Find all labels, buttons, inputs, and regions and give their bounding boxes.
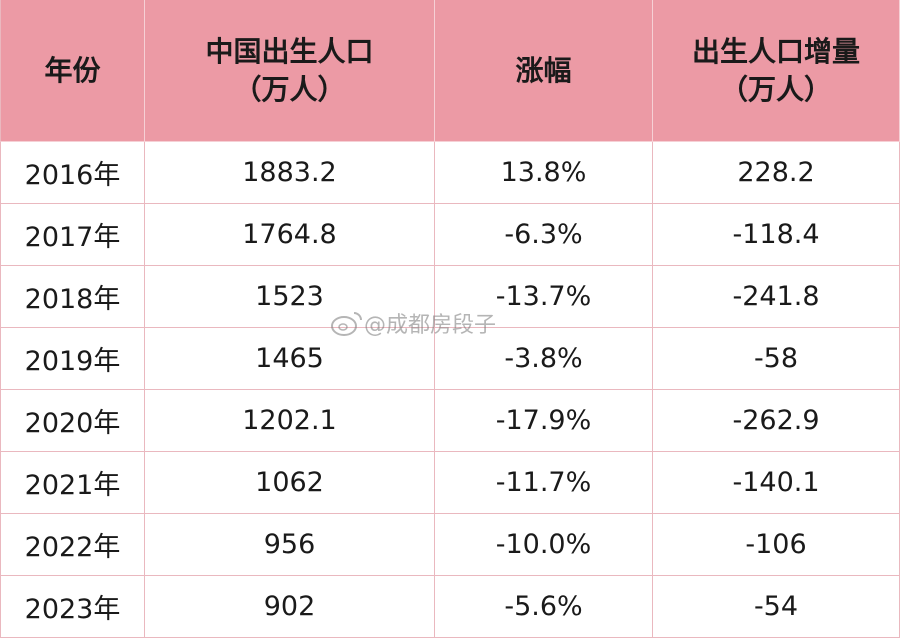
cell-text: 1764.8 [242, 219, 337, 250]
cell-text: 1523 [255, 281, 324, 312]
cell-text: -54 [753, 591, 799, 622]
cell-text: 2023年 [24, 594, 121, 625]
table-cell: 1465 [145, 328, 435, 390]
table-cell: -6.3% [435, 204, 653, 266]
header-text: 年份 [44, 53, 101, 87]
table-cell: 2022年 [0, 514, 145, 576]
cell-text: 1062 [255, 467, 324, 498]
cell-text: -262.9 [732, 405, 820, 436]
header-cell: 年份 [0, 0, 145, 142]
cell-text: -5.6% [504, 591, 583, 622]
table-cell: 2021年 [0, 452, 145, 514]
cell-text: 2016年 [24, 160, 121, 191]
cell-text: 902 [263, 591, 316, 622]
cell-text: -11.7% [495, 467, 592, 498]
cell-text: 956 [263, 529, 316, 560]
cell-text: -241.8 [732, 281, 820, 312]
table-cell: -118.4 [653, 204, 900, 266]
table-cell: -262.9 [653, 390, 900, 452]
table-cell: -241.8 [653, 266, 900, 328]
header-text: （万人） [719, 72, 832, 106]
header-text: 中国出生人口 [205, 34, 374, 68]
header-text: 涨幅 [515, 53, 572, 87]
cell-text: -10.0% [495, 529, 592, 560]
table-cell: 2016年 [0, 142, 145, 204]
cell-text: -58 [753, 343, 799, 374]
table-cell: 228.2 [653, 142, 900, 204]
header-cell: 涨幅 [435, 0, 653, 142]
cell-text: -3.8% [504, 343, 583, 374]
cell-text: 2022年 [24, 532, 121, 563]
cell-text: -17.9% [495, 405, 592, 436]
table-cell: 1523 [145, 266, 435, 328]
table-cell: 13.8% [435, 142, 653, 204]
header-text: （万人） [233, 72, 346, 106]
table-cell: 2017年 [0, 204, 145, 266]
table-cell: 2020年 [0, 390, 145, 452]
table-cell: -58 [653, 328, 900, 390]
cell-text: 1883.2 [242, 157, 337, 188]
table-cell: 2018年 [0, 266, 145, 328]
table-cell: -13.7% [435, 266, 653, 328]
cell-text: -13.7% [495, 281, 592, 312]
header-text: 出生人口增量 [691, 34, 860, 68]
table-cell: -54 [653, 576, 900, 638]
cell-text: 228.2 [737, 157, 815, 188]
watermark: @成都房段子 [330, 306, 496, 340]
table-cell: 902 [145, 576, 435, 638]
cell-text: -6.3% [504, 219, 583, 250]
table-cell: 956 [145, 514, 435, 576]
table-cell: 2019年 [0, 328, 145, 390]
table-cell: 1883.2 [145, 142, 435, 204]
table-cell: 2023年 [0, 576, 145, 638]
cell-text: 2018年 [24, 284, 121, 315]
cell-text: -140.1 [732, 467, 820, 498]
header-cell: 中国出生人口 （万人） [145, 0, 435, 142]
table-cell: -140.1 [653, 452, 900, 514]
table-cell: 1062 [145, 452, 435, 514]
cell-text: 2017年 [24, 222, 121, 253]
cell-text: 2020年 [24, 408, 121, 439]
table-cell: -10.0% [435, 514, 653, 576]
watermark-text: @成都房段子 [364, 313, 497, 338]
cell-text: 1202.1 [242, 405, 337, 436]
cell-text: 1465 [255, 343, 324, 374]
table-cell: -3.8% [435, 328, 653, 390]
cell-text: 13.8% [500, 157, 587, 188]
cell-text: -118.4 [732, 219, 820, 250]
cell-text: 2019年 [24, 346, 121, 377]
table-cell: -106 [653, 514, 900, 576]
weibo-icon [331, 312, 362, 336]
cell-text: -106 [745, 529, 807, 560]
table-cell: 1202.1 [145, 390, 435, 452]
table-cell: 1764.8 [145, 204, 435, 266]
header-cell: 出生人口增量 （万人） [653, 0, 900, 142]
table-cell: -11.7% [435, 452, 653, 514]
table-cell: -5.6% [435, 576, 653, 638]
cell-text: 2021年 [24, 470, 121, 501]
table-cell: -17.9% [435, 390, 653, 452]
